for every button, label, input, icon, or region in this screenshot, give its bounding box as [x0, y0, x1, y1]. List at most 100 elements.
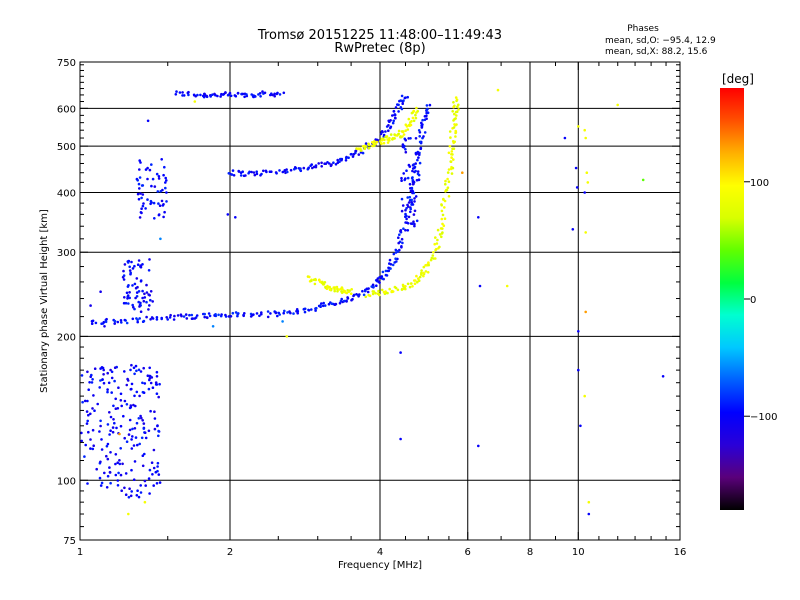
cluster-0-point [99, 460, 102, 464]
trace-2-point [266, 315, 270, 319]
trace-3-point [364, 295, 368, 299]
trace-2-point [400, 246, 403, 249]
cluster-0-point [106, 442, 110, 446]
scatter-point [575, 186, 579, 189]
trace-2-point [402, 227, 405, 230]
trace-2-point [116, 320, 120, 324]
cluster-0-point [105, 444, 109, 448]
colorbar [720, 88, 744, 510]
cluster-2-point [135, 177, 139, 181]
trace-2-point [417, 156, 420, 159]
cluster-1-point [142, 299, 146, 303]
data-points [80, 88, 665, 516]
trace-2-point [394, 251, 398, 254]
trace-3-point [430, 256, 434, 260]
trace-2-point [322, 301, 326, 305]
trace-2-point [387, 266, 390, 270]
trace-3-point [431, 254, 435, 257]
trace-2-point [288, 310, 291, 313]
cluster-2-point [155, 172, 159, 176]
cluster-0-point [115, 426, 118, 430]
trace-0-point [181, 94, 184, 97]
trace-5-point [404, 129, 407, 132]
cluster-2-point [146, 198, 149, 201]
trace-3-point [454, 110, 458, 114]
trace-3-point [416, 280, 419, 284]
trace-2-point [404, 228, 407, 232]
cluster-0-point [137, 495, 141, 499]
cluster-0-point [148, 468, 152, 472]
trace-2-point [227, 315, 231, 318]
cluster-0-point [98, 476, 102, 480]
trace-1-point [262, 169, 265, 173]
cluster-3-point [411, 203, 415, 206]
trace-5-point [414, 113, 417, 117]
trace-1-point [302, 166, 306, 170]
cluster-0-point [141, 464, 145, 468]
trace-3-point [453, 104, 456, 108]
cluster-0-point [139, 484, 142, 487]
cluster-1-point [133, 264, 136, 268]
trace-2-point [420, 125, 424, 129]
trace-2-point [366, 290, 370, 294]
colorbar-tick-label: −100 [750, 412, 777, 423]
trace-2-point [258, 314, 261, 318]
cluster-2-point [163, 210, 166, 214]
trace-1-point [328, 162, 331, 165]
cluster-0-point [156, 461, 160, 465]
trace-3-point [424, 270, 428, 273]
cluster-0-point [146, 374, 150, 378]
cluster-3-point [417, 178, 421, 181]
cluster-0-point [100, 448, 104, 451]
trace-1-point [232, 174, 236, 177]
trace-3-point [454, 96, 458, 99]
trace-4-point [326, 286, 330, 289]
scatter-point [159, 237, 162, 241]
cluster-0-point [87, 388, 90, 392]
cluster-0-point [113, 421, 116, 425]
cluster-0-point [81, 400, 84, 404]
cluster-0-point [80, 439, 83, 443]
trace-2-point [395, 260, 398, 263]
cluster-0-point [157, 429, 160, 433]
trace-2-point [249, 315, 253, 318]
trace-3-point [441, 231, 444, 234]
trace-3-point [425, 263, 428, 267]
cluster-2-point [160, 199, 164, 203]
cluster-3-point [414, 151, 418, 155]
cluster-0-point [83, 399, 87, 403]
trace-2-point [276, 314, 279, 318]
trace-3-point [434, 247, 438, 251]
cluster-0-point [122, 414, 125, 418]
trace-2-point [397, 241, 401, 245]
trace-3-point [455, 123, 458, 126]
trace-1-point [227, 172, 231, 175]
trace-3-point [442, 224, 446, 227]
cluster-0-point [155, 375, 159, 378]
trace-2-point [418, 140, 422, 144]
trace-4-point [323, 281, 327, 284]
cluster-0-point [132, 366, 136, 370]
trace-5-point [378, 140, 382, 143]
cluster-0-point [147, 429, 151, 433]
cluster-0-point [149, 381, 153, 385]
cluster-0-point [148, 492, 151, 495]
cluster-3-point [407, 215, 411, 219]
trace-5-point [386, 141, 390, 144]
trace-3-point [457, 108, 460, 111]
trace-4-point [308, 275, 311, 279]
cluster-0-point [155, 392, 159, 396]
cluster-0-point [156, 424, 159, 428]
trace-2-point [208, 314, 212, 318]
cluster-1-point [139, 264, 143, 267]
trace-1-point [393, 113, 397, 116]
trace-2-point [113, 319, 117, 323]
trace-2-point [173, 314, 176, 318]
trace-2-point [371, 283, 375, 287]
cluster-0-point [119, 473, 123, 477]
cluster-3-point [409, 210, 412, 214]
trace-0-point [226, 93, 230, 97]
trace-2-point [405, 207, 408, 210]
cluster-0-point [106, 388, 109, 391]
trace-4-point [322, 283, 325, 286]
